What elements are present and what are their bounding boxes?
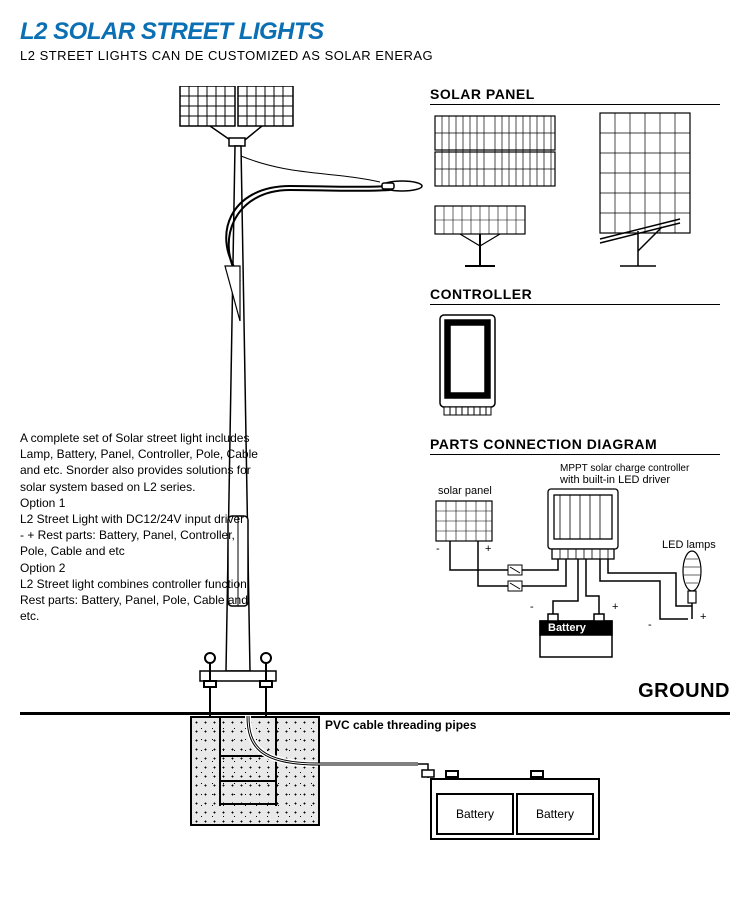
- description-text: A complete set of Solar street light inc…: [20, 430, 260, 624]
- solar-panel-variants: [430, 111, 720, 271]
- pvc-label: PVC cable threading pipes: [325, 718, 476, 732]
- page-title: L2 SOLAR STREET LIGHTS: [20, 18, 730, 46]
- conn-led-minus: -: [648, 619, 652, 631]
- ground-label: GROUND: [638, 680, 730, 703]
- conn-plus: +: [485, 543, 491, 555]
- controller-diagram: [430, 311, 520, 421]
- section-solar-panel: SOLAR PANEL: [430, 86, 720, 105]
- conn-mppt-label-2: with built-in LED driver: [560, 474, 670, 486]
- battery-cell: Battery: [436, 793, 514, 835]
- conn-led-plus: +: [700, 611, 706, 623]
- section-parts: PARTS CONNECTION DIAGRAM: [430, 436, 720, 455]
- battery-cell: Battery: [516, 793, 594, 835]
- page-subtitle: L2 STREET LIGHTS CAN DE CUSTOMIZED AS SO…: [20, 48, 730, 63]
- battery-terminal-icon: [445, 770, 459, 778]
- conn-batt-plus: +: [612, 601, 618, 613]
- foundation-rebar: [190, 716, 320, 826]
- conn-mppt-label-1: MPPT solar charge controller: [560, 463, 720, 474]
- streetlight-diagram: [90, 86, 430, 726]
- conn-led-label: LED lamps: [662, 539, 716, 551]
- section-controller: CONTROLLER: [430, 286, 720, 305]
- conduit-to-battery: [318, 730, 448, 810]
- conn-solar-panel-label: solar panel: [438, 485, 492, 497]
- conn-batt-minus: -: [530, 601, 534, 613]
- conn-battery-label: Battery: [548, 622, 586, 634]
- battery-terminal-icon: [530, 770, 544, 778]
- ground-line: [20, 712, 730, 715]
- conn-minus: -: [436, 543, 440, 555]
